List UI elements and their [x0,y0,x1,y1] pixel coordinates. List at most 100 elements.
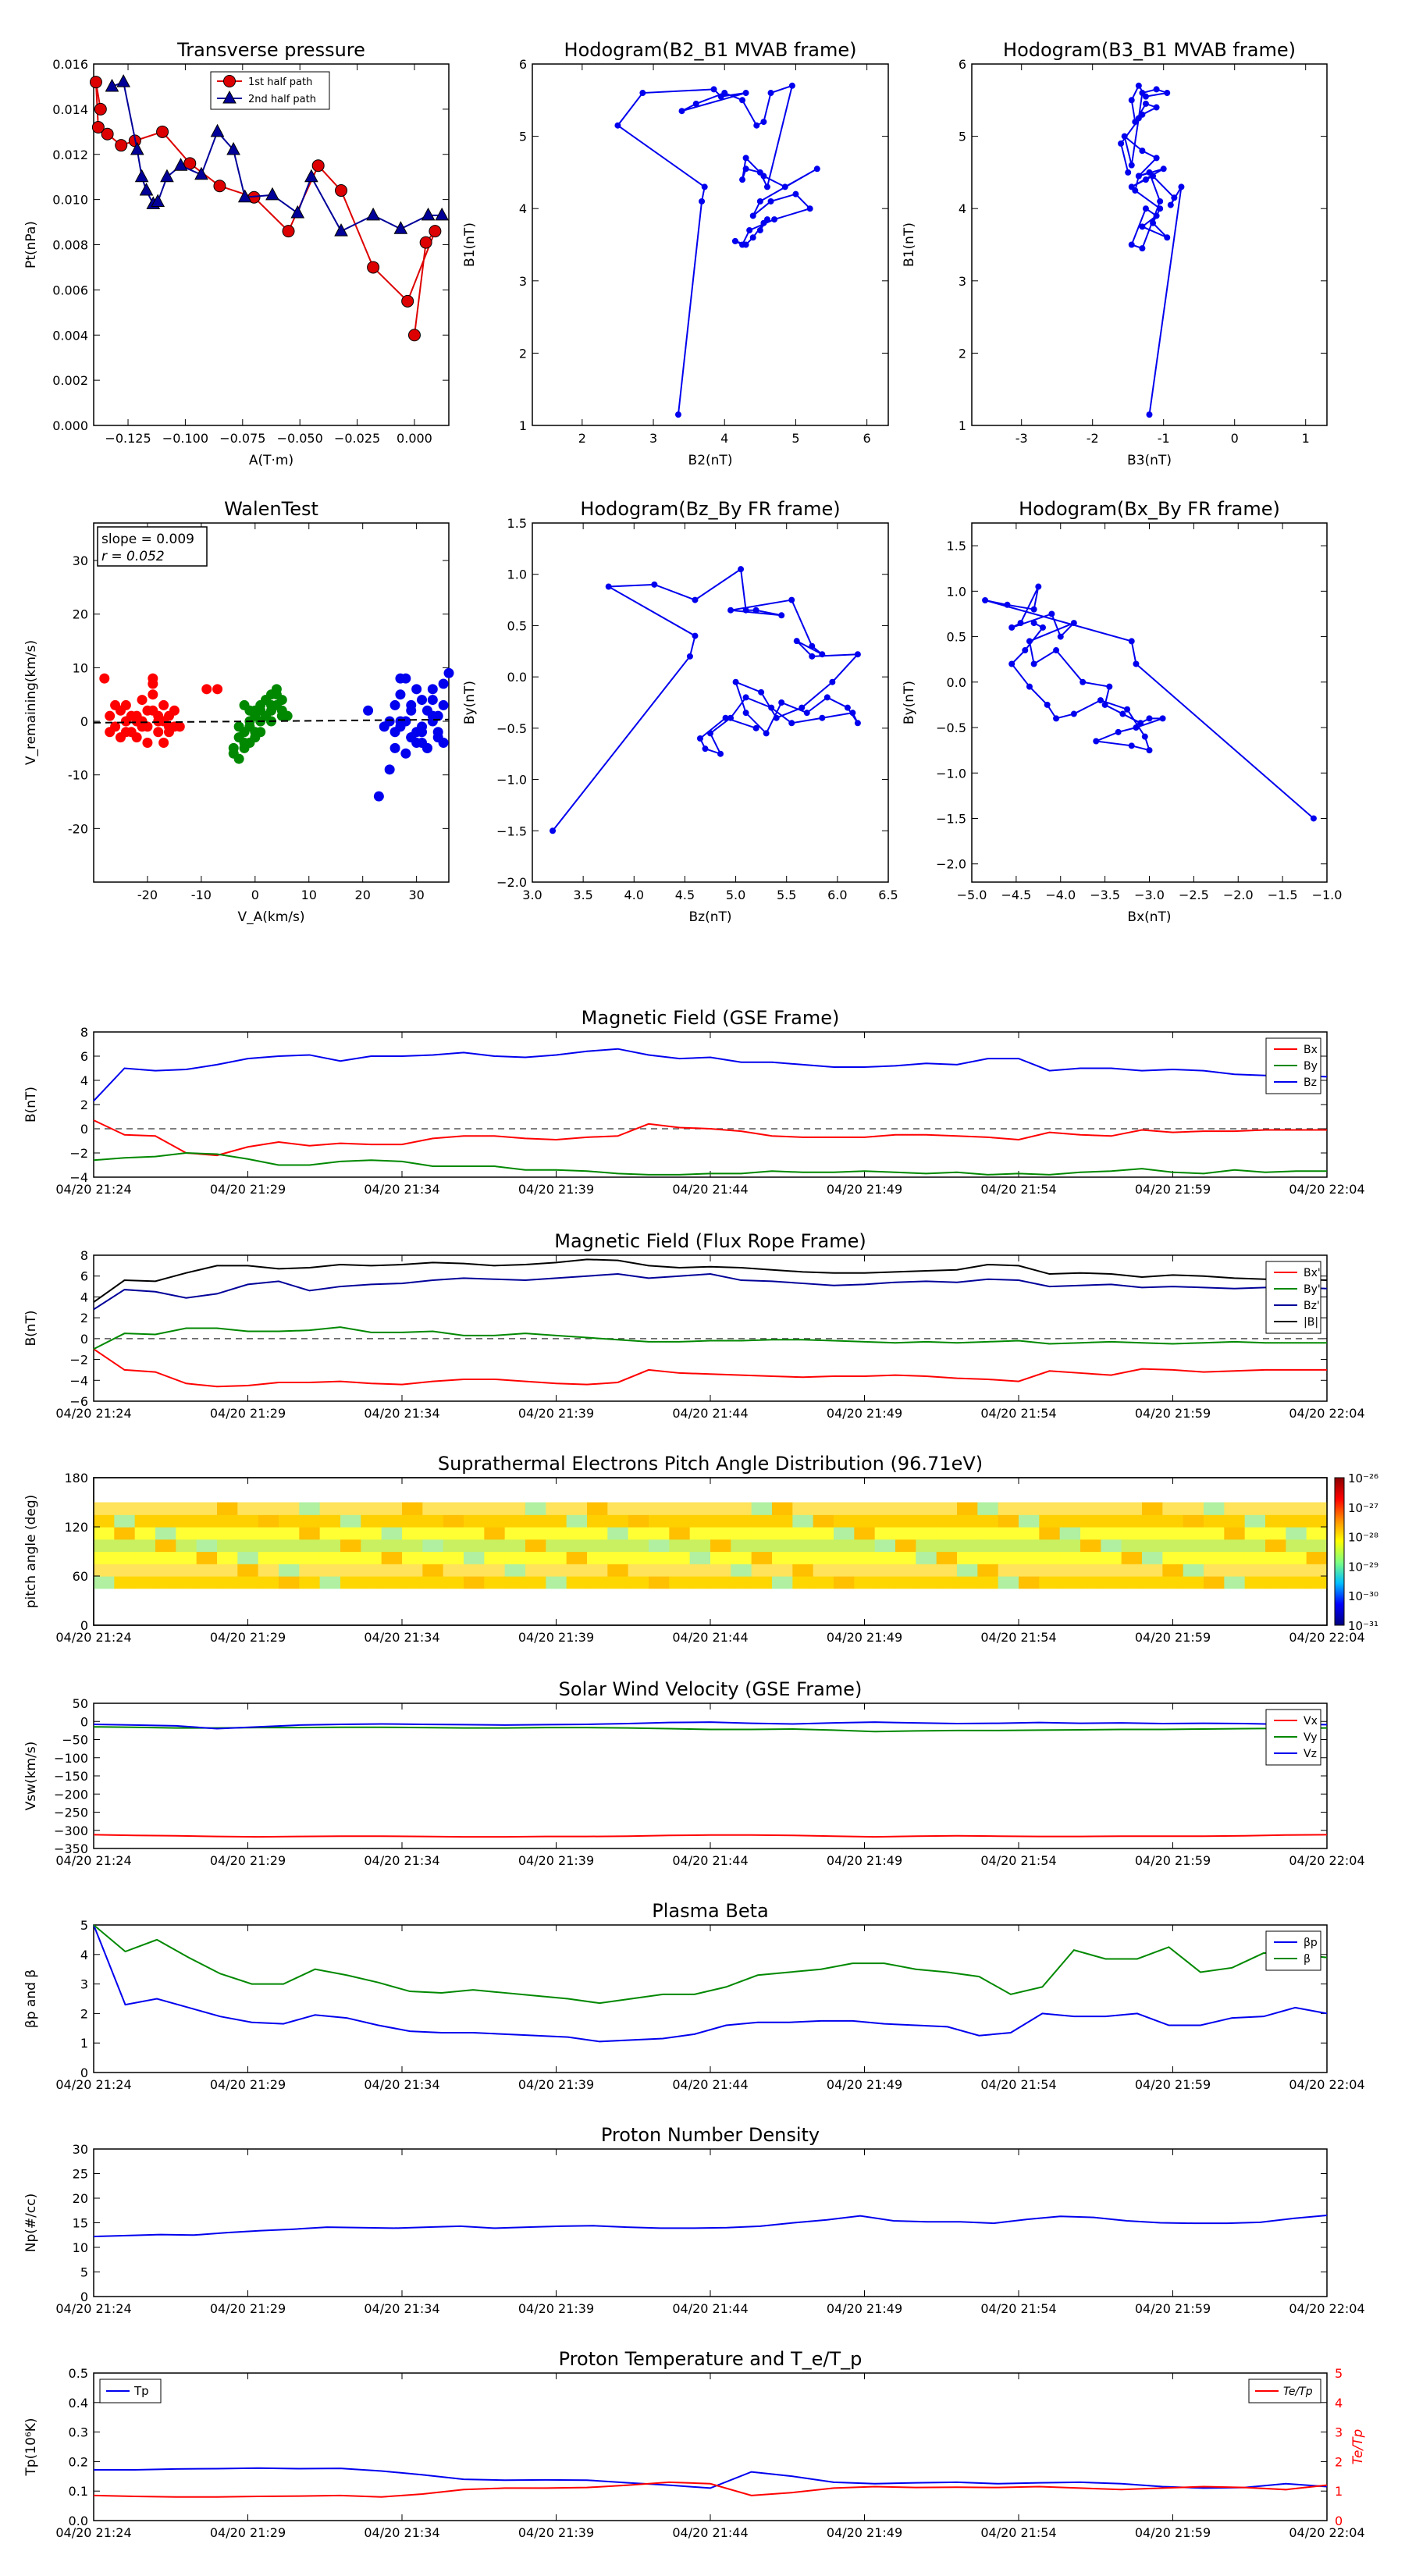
heatmap-cell [114,1564,136,1577]
data-point [771,216,778,223]
data-point [760,119,767,126]
series-line-0 [93,1348,1327,1388]
scatter-point [438,737,449,748]
heatmap-cell [1183,1514,1204,1528]
heatmap-cell [689,1527,711,1540]
y-tick-label: 0.014 [52,102,88,117]
heatmap-cell [854,1527,876,1540]
data-point [1150,219,1157,226]
heatmap-cell [1265,1539,1286,1553]
scatter-point [120,727,131,738]
time-tick-label: 04/20 21:54 [980,1406,1056,1421]
heatmap-cell [957,1539,978,1553]
heatmap-cell [1306,1564,1328,1577]
heatmap-cell [1101,1539,1122,1553]
heatmap-cell [525,1551,546,1564]
y-axis-label: B1(nT) [462,222,478,267]
plot-frame [93,1031,1328,1178]
heatmap-cell [1183,1502,1204,1515]
heatmap-cell [504,1502,526,1515]
scatter-point [417,695,428,706]
heatmap-cell [854,1576,876,1589]
heatmap-cell [772,1539,793,1553]
heatmap-cell [649,1514,670,1528]
heatmap-cell [998,1539,1019,1553]
heatmap-cell [525,1502,546,1515]
data-point [1153,104,1160,111]
time-tick-label: 04/20 21:59 [1135,2525,1211,2540]
scatter-point [148,689,158,700]
data-point [686,653,693,660]
annotation-frame [97,526,208,567]
data-point [749,234,756,241]
heatmap-cells [94,1502,1328,1589]
heatmap-cell [1265,1514,1286,1528]
heatmap-cell [689,1564,711,1577]
data-point [809,642,816,649]
y-tick-label: 10 [73,660,88,675]
y-tick-label: 0 [80,2065,88,2080]
time-tick-label: 04/20 21:39 [518,1182,594,1197]
data-point [773,714,780,721]
heatmap-cell [566,1564,588,1577]
heatmap-cell [464,1551,485,1564]
data-point [854,651,861,658]
data-point [819,714,826,721]
y-tick-label: 0.0 [69,2514,88,2528]
heatmap-cell [566,1539,588,1553]
data-point [788,720,795,727]
heatmap-cell [504,1551,526,1564]
y-tick-label: 1 [959,418,966,433]
heatmap-cell [525,1564,546,1577]
data-point [435,207,450,221]
heatmap-cell [731,1514,752,1528]
heatmap-cell [319,1576,341,1589]
data-point [651,581,658,588]
heatmap-cell [1039,1564,1061,1577]
x-tick-label: 5.0 [726,888,745,902]
data-point [844,704,851,711]
x-tick-label: -1 [1158,431,1170,446]
scatter-point [131,732,142,743]
time-tick-label: 04/20 21:29 [210,2301,286,2316]
time-tick-label: 04/20 21:54 [980,1182,1056,1197]
heatmap-cell [155,1564,176,1577]
x-tick-label: 5 [791,431,799,446]
heatmap-cell [464,1527,485,1540]
data-point [1008,660,1016,667]
y-tick-label: 5 [959,130,966,144]
annotation-box: slope = 0.009 r = 0.052 [97,526,208,567]
heatmap-cell [731,1551,752,1564]
heatmap-cell [443,1514,464,1528]
y-tick-label: 0.000 [52,418,88,433]
heatmap-cell [1306,1527,1328,1540]
time-tick-label: 04/20 21:44 [672,1406,748,1421]
legend: Bx By Bz [1265,1037,1321,1094]
heatmap-cell [1059,1564,1081,1577]
time-tick-label: 04/20 22:04 [1289,2525,1364,2540]
data-point [115,139,128,152]
y-tick-label: 0.4 [69,2396,88,2411]
heatmap-cell [381,1564,403,1577]
heatmap-cell [1142,1527,1163,1540]
heatmap-cell [1286,1539,1307,1553]
data-point [1115,728,1122,735]
heatmap-cell [299,1539,321,1553]
scatter-point [422,742,432,753]
legend-marker [222,90,237,104]
heatmap-cell [587,1551,608,1564]
heatmap-cell [957,1527,978,1540]
heatmap-cell [710,1551,731,1564]
heatmap-cell [1204,1576,1225,1589]
heatmap-cell [751,1527,773,1540]
x-tick-label: −4.5 [1001,888,1031,902]
x-tick-label: −0.050 [277,431,323,446]
heatmap-cell [1059,1576,1081,1589]
time-tick-label: 04/20 21:29 [210,1853,286,1868]
heatmap-cell [1265,1527,1286,1540]
heatmap-cell [1162,1527,1184,1540]
heatmap-cell [1142,1539,1163,1553]
time-tick-label: 04/20 21:34 [364,1182,439,1197]
heatmap-cell [874,1576,896,1589]
heatmap-cell [854,1539,876,1553]
